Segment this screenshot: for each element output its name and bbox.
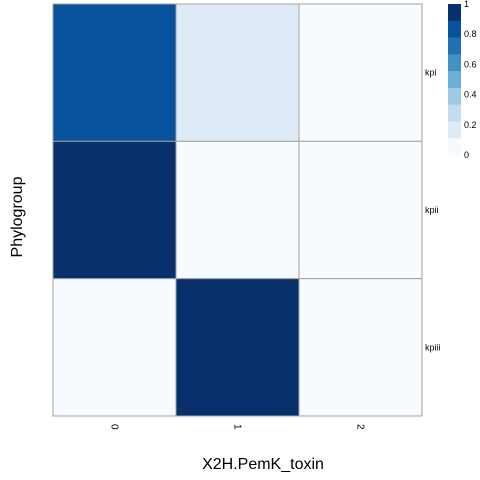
legend-swatch (448, 4, 461, 22)
legend-swatch (448, 87, 461, 105)
heatmap-cell (52, 278, 177, 417)
color-legend: 0 0.2 0.4 0.6 0.8 1 (448, 0, 477, 160)
heatmap-cell (52, 140, 177, 280)
legend-swatch (448, 104, 461, 122)
heatmap-cell (52, 3, 177, 142)
plot-frame (52, 3, 423, 417)
heatmap-cells (52, 3, 423, 417)
legend-tick-label: 0.8 (464, 29, 477, 39)
x-tick-label: 2 (355, 424, 366, 430)
heatmap-cell (175, 278, 300, 417)
y-tick-label: kpii (425, 205, 439, 215)
legend-swatch (448, 71, 461, 89)
y-tick-labels: kpi kpii kpiii (425, 68, 441, 353)
legend-swatch (448, 54, 461, 72)
legend-swatch (448, 138, 461, 156)
heatmap-cell (298, 278, 423, 417)
x-tick-label: 1 (232, 424, 243, 430)
heatmap-cell (175, 3, 300, 142)
legend-swatch (448, 20, 461, 38)
y-tick-label: kpi (425, 68, 437, 78)
x-tick-label: 0 (109, 424, 120, 430)
legend-tick-label: 0.2 (464, 120, 477, 130)
heatmap-cell (298, 3, 423, 142)
y-tick-label: kpiii (425, 342, 441, 352)
legend-tick-label: 0 (464, 150, 469, 160)
heatmap-cell (298, 140, 423, 280)
heatmap-cell (175, 140, 300, 280)
x-axis-label: X2H.PemK_toxin (202, 456, 324, 473)
legend-tick-label: 0.6 (464, 59, 477, 69)
legend-tick-label: 1 (464, 0, 469, 9)
legend-swatch (448, 37, 461, 55)
legend-swatch (448, 121, 461, 139)
x-tick-labels: 0 1 2 (109, 424, 366, 430)
y-axis-label: Phylogroup (9, 176, 26, 257)
legend-tick-label: 0.4 (464, 90, 477, 100)
